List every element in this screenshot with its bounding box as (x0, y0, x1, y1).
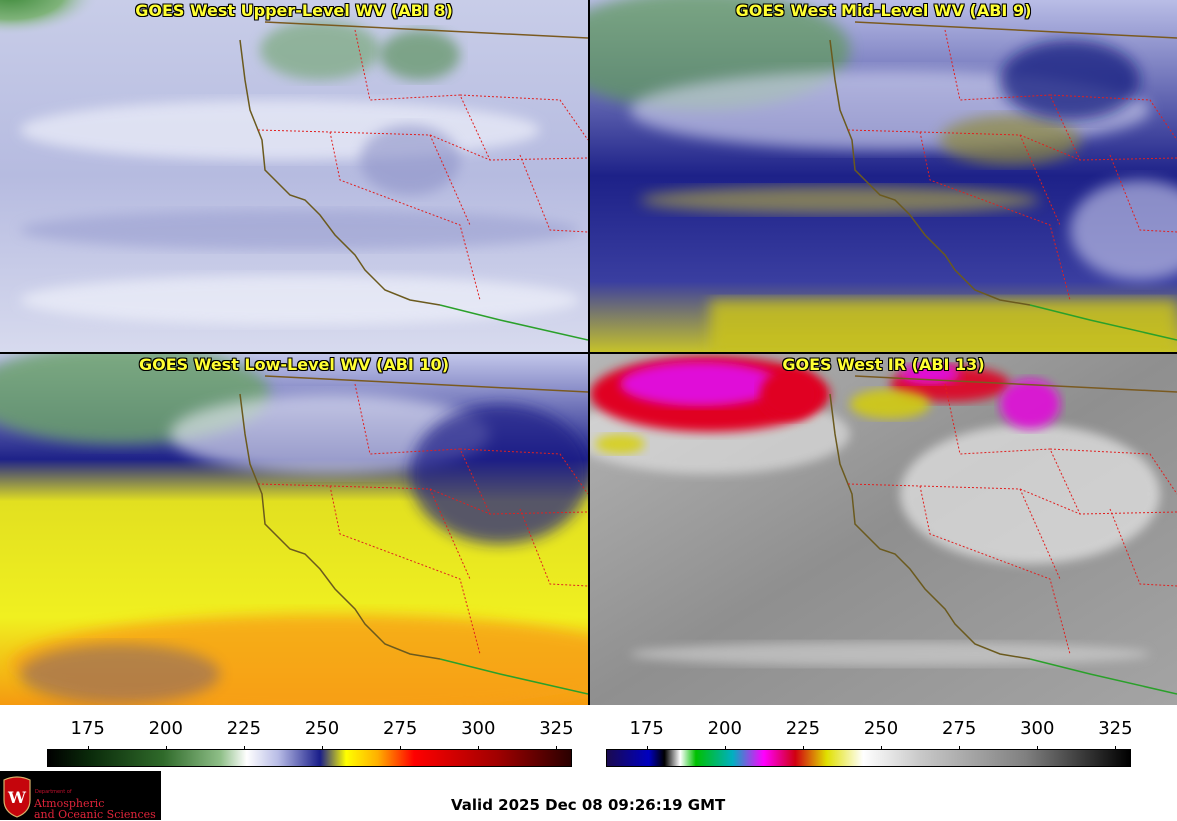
colorbar-tick-mark (322, 746, 323, 750)
panel-title: GOES West IR (ABI 13) (782, 355, 985, 374)
colorbar-tick-label: 300 (461, 718, 496, 739)
colorbar-tick-label: 175 (70, 718, 105, 739)
satellite-image-ir (590, 354, 1177, 705)
satellite-image-mid (590, 0, 1177, 352)
colorbar-wv-gradient (47, 749, 572, 767)
colorbar-tick-label: 275 (941, 718, 977, 739)
logo-dept: Department of (35, 789, 72, 795)
panel-low-level-wv: GOES West Low-Level WV (ABI 10) (0, 354, 588, 705)
colorbar-tick-label: 325 (539, 718, 574, 739)
colorbar-tick-mark (1115, 746, 1117, 750)
svg-text:W: W (7, 788, 27, 807)
colorbar-tick-mark (646, 746, 648, 750)
logo-line1: Atmospheric (34, 797, 105, 810)
logo-line2: and Oceanic Sciences (34, 808, 156, 821)
colorbar-tick-label: 225 (785, 718, 821, 739)
coastline (239, 39, 441, 306)
colorbar-ir: 175 200 225 250 275 300 325 (606, 714, 1133, 768)
state-borders (257, 29, 588, 301)
colorbar-wv-ticks: 175 200 225 250 275 300 325 (47, 714, 574, 750)
colorbar-tick-label: 325 (1098, 718, 1133, 739)
satellite-image-low (0, 354, 588, 705)
colorbar-tick-label: 300 (1020, 718, 1055, 739)
colorbar-tick-label: 175 (629, 718, 664, 739)
colorbar-tick-mark (87, 746, 89, 750)
panel-upper-level-wv: GOES West Upper-Level WV (ABI 8) (0, 0, 588, 352)
colorbar-tick-mark (881, 746, 882, 750)
valid-time: Valid 2025 Dec 08 09:26:19 GMT (451, 796, 726, 814)
colorbar-tick-mark (478, 746, 480, 750)
colorbar-tick-mark (556, 746, 558, 750)
colorbar-tick-mark (959, 746, 961, 750)
colorbar-ir-gradient (606, 749, 1131, 767)
colorbar-tick-label: 200 (148, 718, 183, 739)
aos-logo: W Department of Atmospheric and Oceanic … (0, 771, 161, 821)
colorbar-tick-label: 250 (304, 718, 340, 739)
colorbar-tick-mark (400, 746, 402, 750)
colorbar-wv: 175 200 225 250 275 300 325 (47, 714, 574, 768)
colorbar-tick-mark (1037, 746, 1039, 750)
colorbar-tick-label: 200 (707, 718, 742, 739)
colorbar-tick-mark (243, 746, 245, 750)
colorbar-tick-mark (165, 746, 167, 750)
panel-title: GOES West Mid-Level WV (ABI 9) (735, 1, 1032, 20)
colorbar-tick-label: 225 (226, 718, 262, 739)
satellite-image-upper (0, 0, 588, 352)
colorbar-tick-mark (802, 746, 804, 750)
uw-crest-icon: W (3, 776, 31, 818)
panel-divider-horizontal (0, 352, 1177, 354)
panel-mid-level-wv: GOES West Mid-Level WV (ABI 9) (590, 0, 1177, 352)
colorbar-tick-label: 275 (382, 718, 418, 739)
colorbar-tick-mark (724, 746, 726, 750)
panel-title: GOES West Low-Level WV (ABI 10) (138, 355, 449, 374)
panel-title: GOES West Upper-Level WV (ABI 8) (135, 1, 453, 20)
panel-ir: GOES West IR (ABI 13) (590, 354, 1177, 705)
colorbar-tick-label: 250 (863, 718, 899, 739)
colorbar-ir-ticks: 175 200 225 250 275 300 325 (606, 714, 1133, 750)
